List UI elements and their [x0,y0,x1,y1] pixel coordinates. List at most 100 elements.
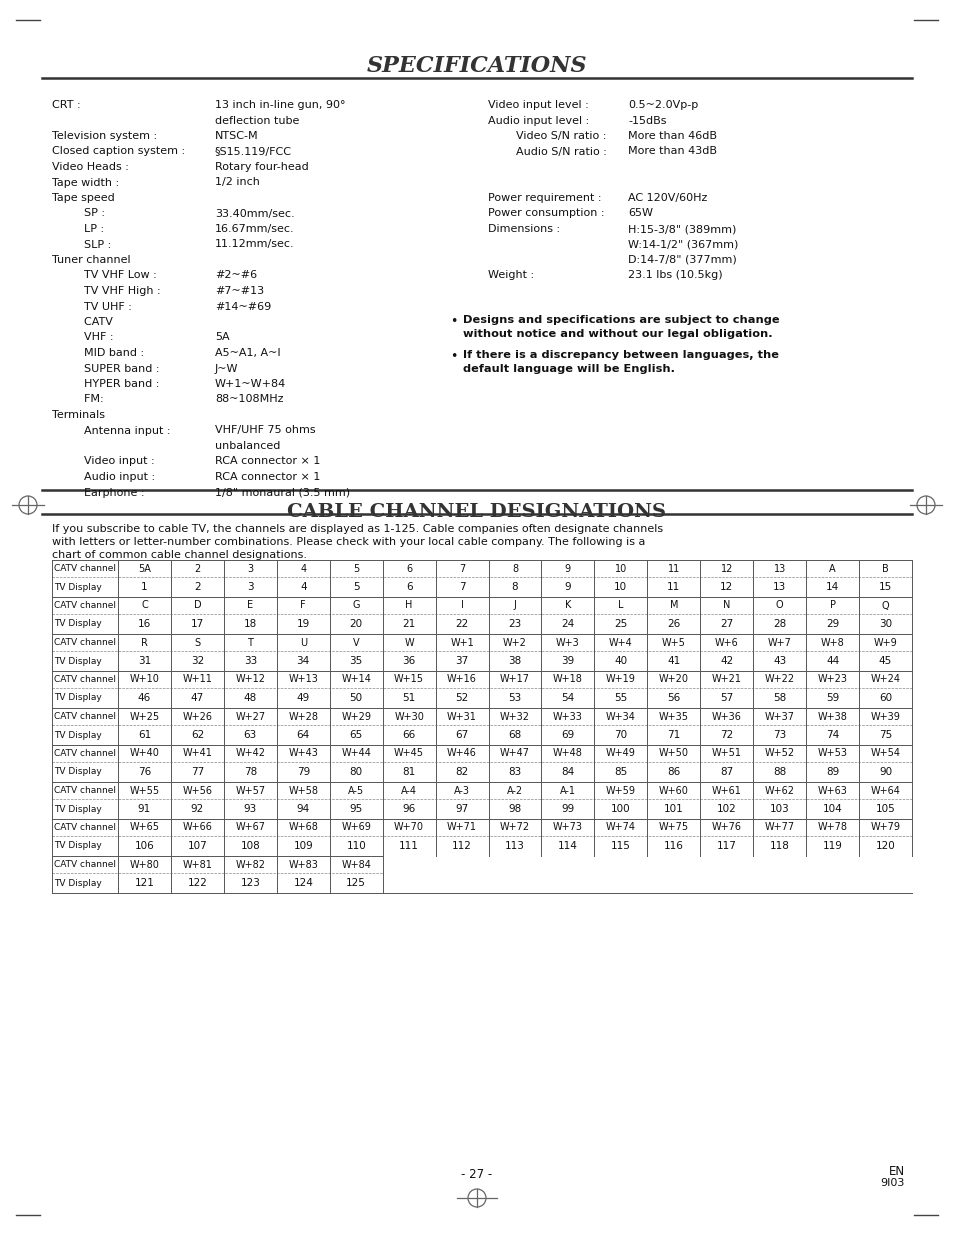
Text: W+77: W+77 [763,823,794,832]
Text: W+58: W+58 [288,785,318,795]
Text: W+4: W+4 [608,637,632,647]
Text: 85: 85 [614,767,627,777]
Text: Video S/N ratio :: Video S/N ratio : [501,131,606,141]
Text: Video input :: Video input : [70,457,154,467]
Text: W+74: W+74 [605,823,636,832]
Text: 125: 125 [346,878,366,888]
Text: W+16: W+16 [447,674,476,684]
Text: 81: 81 [402,767,416,777]
Text: 63: 63 [243,730,256,740]
Text: 104: 104 [821,804,841,814]
Text: 119: 119 [821,841,841,851]
Text: J: J [513,600,516,610]
Text: 88: 88 [772,767,785,777]
Text: TV UHF :: TV UHF : [70,301,132,311]
Text: W+6: W+6 [714,637,738,647]
Text: Video input level :: Video input level : [488,100,588,110]
Text: 124: 124 [293,878,313,888]
Text: W+79: W+79 [870,823,900,832]
Text: W+20: W+20 [659,674,688,684]
Text: 109: 109 [294,841,313,851]
Text: 28: 28 [772,619,785,629]
Text: 21: 21 [402,619,416,629]
Text: Power consumption :: Power consumption : [488,209,604,219]
Text: with letters or letter-number combinations. Please check with your local cable c: with letters or letter-number combinatio… [52,537,644,547]
Text: 71: 71 [666,730,679,740]
Text: 4: 4 [300,563,306,573]
Text: 49: 49 [296,693,310,703]
Text: 103: 103 [769,804,789,814]
Text: Terminals: Terminals [52,410,105,420]
Text: 27: 27 [720,619,733,629]
Text: CATV channel: CATV channel [54,860,116,869]
Text: TV Display: TV Display [54,804,102,814]
Text: W+22: W+22 [763,674,794,684]
Text: W+18: W+18 [553,674,582,684]
Text: 96: 96 [402,804,416,814]
Text: 72: 72 [720,730,733,740]
Text: 9: 9 [564,582,571,592]
Text: 90: 90 [878,767,891,777]
Text: V: V [353,637,359,647]
Text: W+70: W+70 [394,823,424,832]
Text: 30: 30 [878,619,891,629]
Text: 92: 92 [191,804,204,814]
Text: 67: 67 [455,730,468,740]
Text: W+8: W+8 [820,637,843,647]
Text: W+37: W+37 [764,711,794,721]
Text: 123: 123 [240,878,260,888]
Text: unbalanced: unbalanced [214,441,280,451]
Text: 82: 82 [455,767,468,777]
Text: 68: 68 [508,730,521,740]
Text: 16.67mm/sec.: 16.67mm/sec. [214,224,294,233]
Text: W+23: W+23 [817,674,846,684]
Text: W+67: W+67 [235,823,265,832]
Text: 100: 100 [611,804,630,814]
Text: #2~#6: #2~#6 [214,270,257,280]
Text: 86: 86 [666,767,679,777]
Text: 13: 13 [773,563,785,573]
Text: 107: 107 [188,841,207,851]
Text: Audio S/N ratio :: Audio S/N ratio : [501,147,606,157]
Text: W+56: W+56 [182,785,213,795]
Text: 117: 117 [716,841,736,851]
Text: W+5: W+5 [661,637,685,647]
Text: 93: 93 [243,804,256,814]
Text: W+3: W+3 [556,637,579,647]
Text: 12: 12 [720,582,733,592]
Text: J~W: J~W [214,363,238,373]
Text: 6: 6 [406,563,412,573]
Text: 5A: 5A [214,332,230,342]
Text: 5A: 5A [138,563,151,573]
Text: 1: 1 [141,582,148,592]
Text: 69: 69 [560,730,574,740]
Text: 105: 105 [875,804,895,814]
Text: If you subscribe to cable TV, the channels are displayed as 1-125. Cable compani: If you subscribe to cable TV, the channe… [52,524,662,534]
Text: 47: 47 [191,693,204,703]
Text: 29: 29 [825,619,839,629]
Text: 120: 120 [875,841,895,851]
Text: 113: 113 [504,841,524,851]
Text: 24: 24 [560,619,574,629]
Text: W+21: W+21 [711,674,740,684]
Text: 36: 36 [402,656,416,666]
Text: 15: 15 [878,582,891,592]
Text: W+41: W+41 [182,748,213,758]
Text: 76: 76 [137,767,151,777]
Text: T: T [247,637,253,647]
Text: W+7: W+7 [767,637,791,647]
Text: 65: 65 [349,730,362,740]
Text: 53: 53 [508,693,521,703]
Text: W+25: W+25 [130,711,159,721]
Text: Dimensions :: Dimensions : [488,224,559,233]
Text: 115: 115 [610,841,630,851]
Text: 102: 102 [716,804,736,814]
Text: 106: 106 [134,841,154,851]
Text: W+29: W+29 [341,711,371,721]
Text: W+61: W+61 [711,785,740,795]
Text: 48: 48 [243,693,256,703]
Text: 111: 111 [398,841,418,851]
Text: 59: 59 [825,693,839,703]
Text: W+27: W+27 [235,711,265,721]
Text: 33: 33 [243,656,256,666]
